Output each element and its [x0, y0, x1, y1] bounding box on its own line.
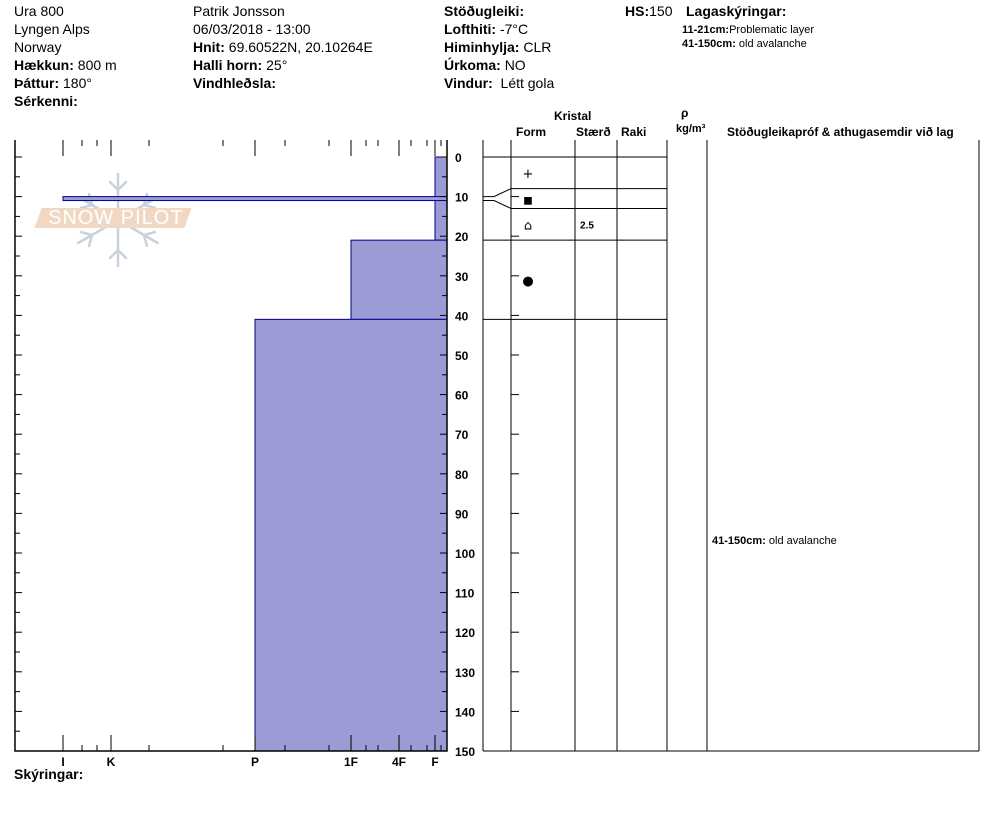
coords-label: Hnit:	[193, 39, 225, 55]
comment-text: old avalanche	[768, 535, 837, 547]
hs-value: 150	[649, 3, 673, 19]
logo-text: SNOW PILOT	[48, 207, 184, 229]
aspect-value: 180°	[63, 75, 92, 91]
crystal-form-icon: ⌂	[524, 218, 532, 233]
elevation-label: Hækkun:	[14, 57, 74, 73]
header-density: kg/m³	[676, 123, 706, 135]
hardness-label: F	[431, 755, 438, 769]
wind-loading-label: Vindhleðsla:	[193, 75, 276, 91]
crystal-size: 2.5	[580, 220, 594, 231]
depth-label: 120	[455, 626, 475, 640]
precip-label: Úrkoma:	[444, 57, 501, 73]
depth-label: 150	[455, 745, 475, 759]
header-crystal: Kristal	[554, 109, 592, 123]
layer-notes-label: Lagaskýringar:	[686, 3, 787, 19]
depth-label: 80	[455, 468, 469, 482]
depth-label: 140	[455, 705, 475, 719]
layer-note: 41-150cm: old avalanche	[682, 38, 807, 50]
layer-connector	[483, 188, 512, 198]
location: Ura 800	[14, 3, 64, 19]
depth-label: 130	[455, 666, 475, 680]
hardness-label: P	[251, 755, 259, 769]
comment-row: 41-150cm: old avalanche	[712, 535, 837, 547]
aspect: Þáttur: 180°	[14, 75, 92, 91]
layer-note-text: Problematic layer	[729, 24, 815, 36]
sky-label: Himinhylja:	[444, 39, 520, 55]
stability-label: Stöðugleiki:	[444, 3, 525, 19]
hardness-bar	[62, 196, 448, 202]
air-temp-value: -7°C	[499, 21, 529, 37]
wind-value: Létt gola	[500, 75, 555, 91]
hardness-label: 4F	[392, 755, 406, 769]
snowpilot-logo: SNOW PILOT	[34, 170, 198, 270]
sky-value: CLR	[523, 39, 552, 55]
depth-label: 30	[455, 270, 469, 284]
depth-label: 110	[455, 587, 475, 601]
elevation-value: 800 m	[77, 57, 117, 73]
layer-note-range: 41-150cm:	[682, 38, 736, 50]
elevation: Hækkun: 800 m	[14, 57, 117, 73]
layer-note-range: 11-21cm:	[682, 24, 730, 36]
precip-value: NO	[504, 57, 526, 73]
depth-label: 90	[455, 507, 469, 521]
depth-label: 70	[455, 428, 469, 442]
hardness-bar	[350, 239, 448, 320]
observer: Patrik Jonsson	[193, 3, 285, 19]
hardness-label: K	[107, 755, 116, 769]
depth-label: 50	[455, 349, 469, 363]
slope-label: Halli horn:	[193, 57, 263, 73]
header-comments: Stöðugleikapróf & athugasemdir við lag	[727, 125, 954, 139]
range: Lyngen Alps	[14, 21, 90, 37]
layer-connector	[483, 200, 512, 209]
wind-label: Vindur:	[444, 75, 493, 91]
crystal-form-icon: +	[523, 167, 534, 182]
depth-label: 60	[455, 389, 469, 403]
hs-label: HS:	[625, 3, 650, 19]
header-rho: ρ	[681, 106, 689, 120]
features-label: Sérkenni:	[14, 93, 78, 109]
depth-label: 10	[455, 191, 469, 205]
slope-value: 25°	[266, 57, 288, 73]
crystal-form-icon: ●	[522, 274, 533, 289]
layer-note-text: old avalanche	[738, 38, 807, 50]
header-size: Stærð	[576, 125, 611, 139]
header-moisture: Raki	[621, 125, 647, 139]
air-temp-label: Lofthiti:	[444, 21, 497, 37]
layer-note: 11-21cm:Problematic layer	[682, 24, 814, 36]
coords-value: 69.60522N, 20.10264E	[228, 39, 373, 55]
crystal-form-icon: ■	[523, 196, 532, 207]
hardness-bar	[254, 318, 448, 752]
country: Norway	[14, 39, 62, 55]
comment-range: 41-150cm:	[712, 535, 766, 547]
depth-label: 20	[455, 230, 469, 244]
notes-label: Skýringar:	[14, 766, 84, 782]
header-form: Form	[516, 125, 546, 139]
hardness-label: 1F	[344, 755, 358, 769]
chart-frame	[14, 140, 448, 752]
datetime: 06/03/2018 - 13:00	[193, 21, 311, 37]
hardness-label: I	[61, 755, 64, 769]
depth-label: 100	[455, 547, 475, 561]
depth-label: 0	[455, 151, 462, 165]
aspect-label: Þáttur:	[14, 75, 60, 91]
depth-label: 40	[455, 309, 469, 323]
